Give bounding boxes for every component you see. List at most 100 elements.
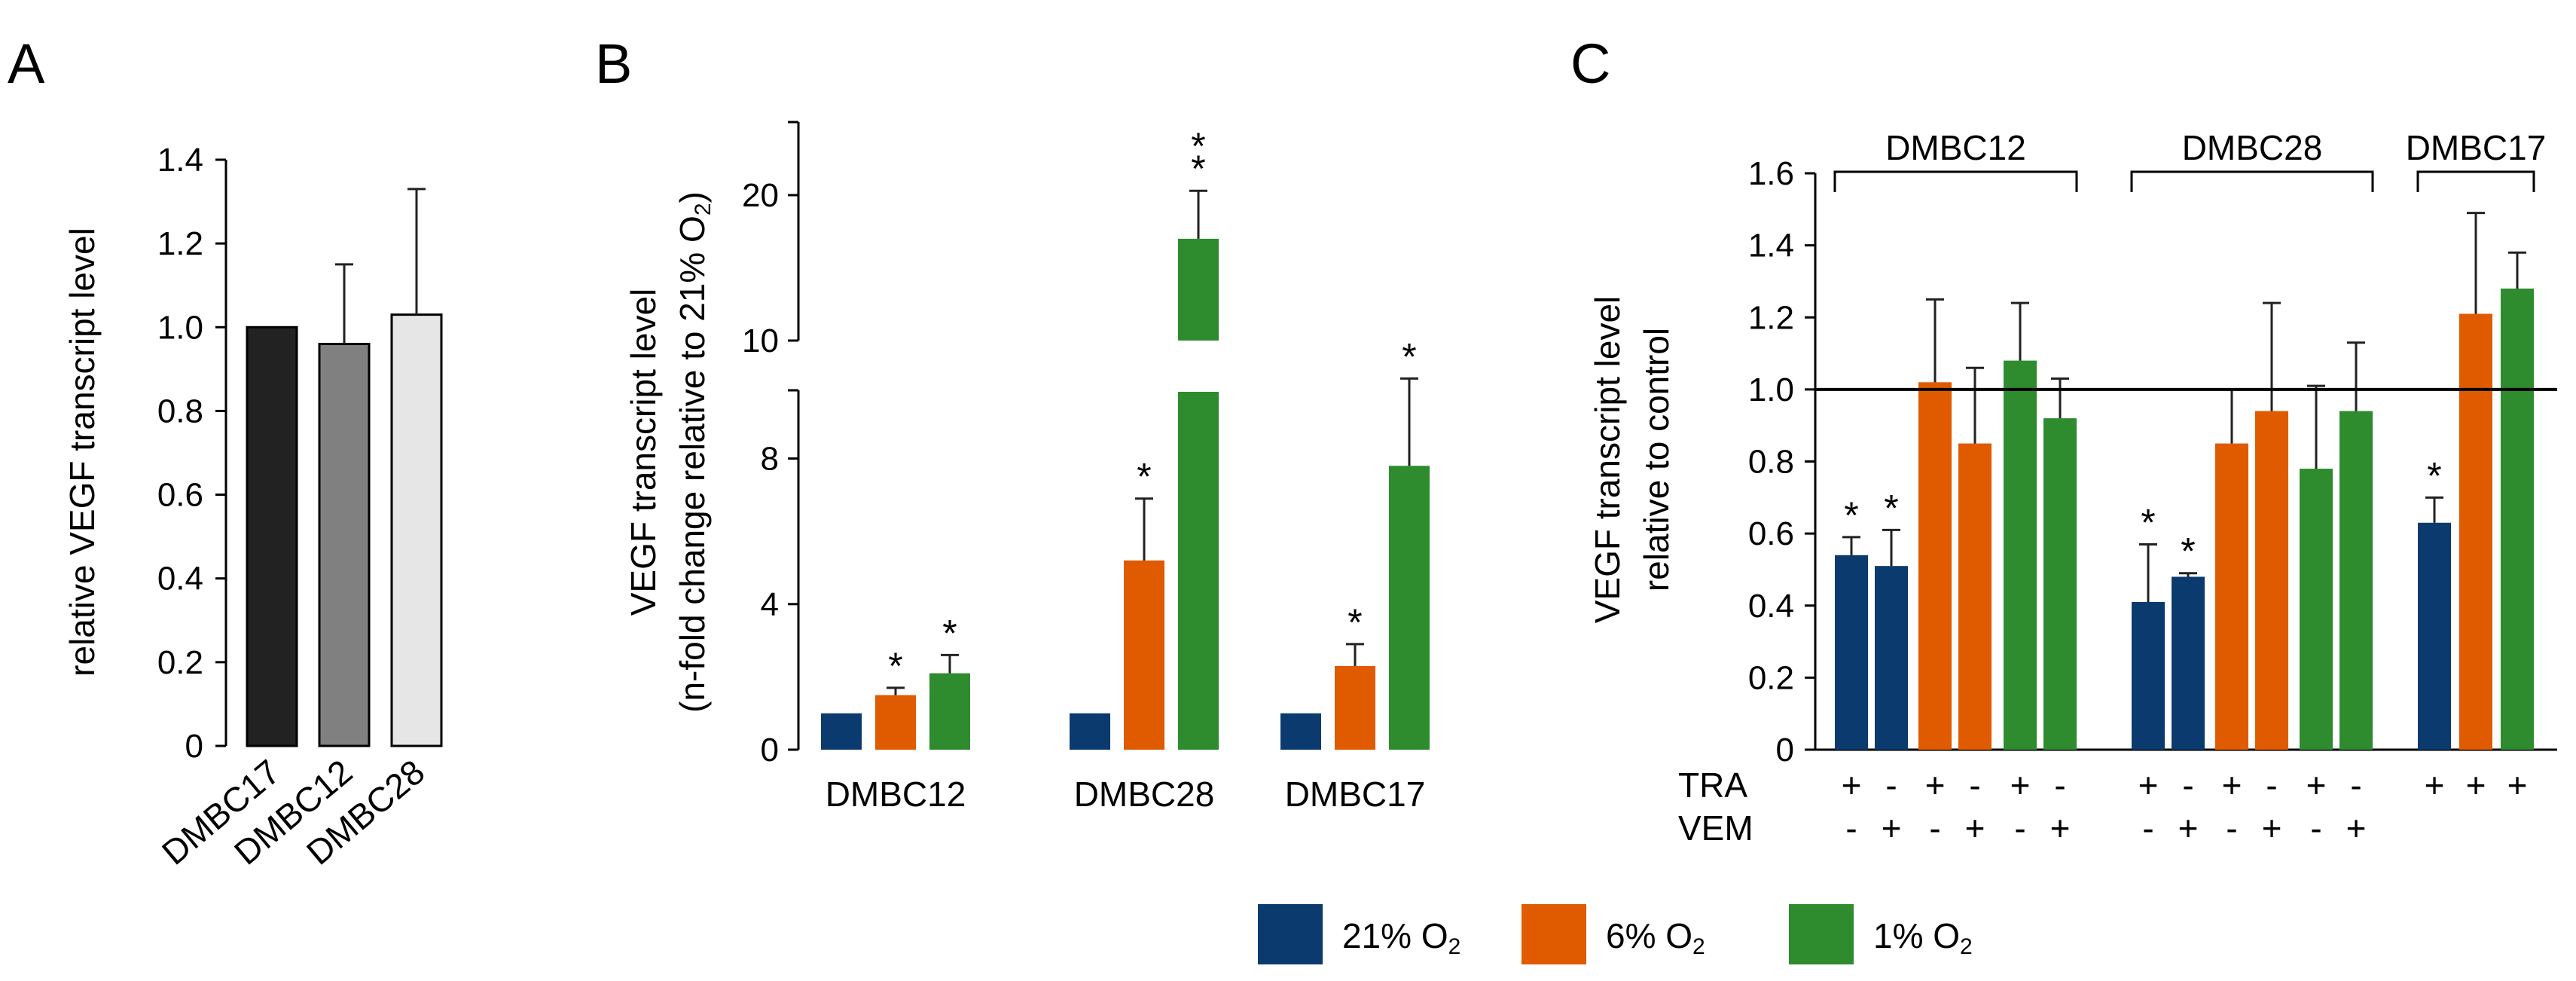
tra-sign: + [2507, 766, 2528, 805]
bar-lower [1178, 392, 1219, 750]
tra-sign: - [2266, 766, 2277, 805]
vem-sign: + [2262, 808, 2282, 848]
bar [1280, 713, 1321, 750]
significance-star: * [1844, 494, 1858, 536]
y-tick-label: 1.2 [157, 225, 203, 262]
bar [2215, 443, 2248, 750]
group-label: DMBC12 [1885, 128, 2026, 167]
legend-swatch [1521, 904, 1586, 964]
significance-star: * [1191, 125, 1205, 167]
bar [821, 713, 862, 750]
y-tick-label: 1.6 [1748, 155, 1794, 192]
y-tick-label: 0.8 [1748, 444, 1794, 481]
y-tick-label: 0 [1776, 732, 1794, 769]
bar [2172, 576, 2205, 750]
group-bracket [2130, 170, 2374, 192]
significance-star: * [2141, 501, 2155, 543]
y-axis-title-line2: relative to control [1637, 328, 1676, 591]
panel-c: C 0 0.2 0.4 0.6 0.8 1.0 1.2 1.4 1.6 VEGF transcrip… [1570, 32, 2557, 848]
y-tick-label: 0.6 [1748, 515, 1794, 552]
y-tick-label: 10 [742, 322, 779, 359]
significance-star: * [888, 645, 902, 687]
significance-star: * [2427, 454, 2441, 497]
vem-sign: - [2142, 808, 2153, 848]
bar [1835, 555, 1868, 750]
tra-sign: - [2350, 766, 2361, 805]
tra-row-label: TRA [1678, 766, 1747, 805]
vem-sign: + [2178, 808, 2199, 848]
y-tick-label: 1.0 [157, 309, 203, 346]
bar [1389, 466, 1430, 750]
significance-star: * [1884, 487, 1898, 529]
vem-sign: + [1965, 808, 1985, 848]
significance-star: * [1137, 456, 1151, 498]
bar [1335, 665, 1375, 750]
panel-c-letter: C [1570, 32, 1610, 95]
vem-sign: + [1882, 808, 1902, 848]
bar [929, 673, 970, 750]
bar [246, 325, 298, 747]
legend-swatch [1258, 904, 1323, 964]
y-axis-title-line2: (n-fold change relative to 21% O2) [673, 191, 716, 713]
category-label: DMBC28 [1074, 775, 1215, 814]
y-tick-label: 0.4 [1748, 588, 1794, 625]
panel-b: B 0 4 8 10 20 VEGF transcript level (n-fold cha… [595, 32, 1430, 814]
bar [1070, 713, 1110, 750]
bar [1958, 443, 1992, 750]
tra-sign: + [2222, 766, 2242, 805]
bar [2255, 411, 2288, 750]
group-label: DMBC17 [2406, 128, 2547, 167]
vem-sign: - [2310, 808, 2321, 848]
bar [1918, 382, 1952, 750]
legend: 21% O2 6% O2 1% O2 [1258, 904, 1973, 964]
panel-a: A 0 0.2 0.4 0.6 0.8 1.0 1.2 1.4 relative VEGF tra… [8, 32, 443, 873]
y-tick-label: 1.4 [1748, 228, 1794, 264]
tra-sign: + [2306, 766, 2327, 805]
y-tick-label: 0 [185, 728, 203, 765]
vem-sign: - [1845, 808, 1857, 848]
category-label: DMBC17 [1285, 775, 1426, 814]
bar [1875, 566, 1908, 750]
panel-b-letter: B [595, 32, 632, 95]
tra-sign: + [2138, 766, 2159, 805]
significance-star: * [2181, 530, 2195, 573]
bar [318, 343, 371, 747]
significance-star: * [1348, 601, 1362, 643]
legend-label: 6% O2 [1606, 916, 1705, 959]
vem-sign: - [2226, 808, 2237, 848]
y-tick-label: 1.4 [157, 142, 203, 179]
y-tick-label: 1.0 [1748, 371, 1794, 408]
vem-sign: - [2014, 808, 2025, 848]
bar-upper [1178, 238, 1219, 341]
y-axis-title-line1: VEGF transcript level [1588, 296, 1627, 624]
legend-swatch [1789, 904, 1854, 964]
y-tick-label: 0.4 [157, 561, 203, 597]
bar [2132, 601, 2165, 750]
y-tick-label: 0.8 [157, 393, 203, 429]
bar [2004, 360, 2037, 750]
significance-star: * [1402, 335, 1416, 377]
significance-star: * [942, 612, 957, 654]
y-tick-label: 0.6 [157, 477, 203, 514]
bar [2459, 313, 2492, 750]
y-axis-title-line1: VEGF transcript level [624, 289, 663, 616]
category-label: DMBC12 [826, 775, 966, 814]
legend-label: 1% O2 [1873, 916, 1973, 959]
vem-sign: + [2346, 808, 2367, 848]
tra-sign: - [1969, 766, 1980, 805]
bar [2501, 289, 2534, 750]
y-tick-label: 1.2 [1748, 299, 1794, 336]
y-axis-title: relative VEGF transcript level [63, 228, 102, 677]
group-label: DMBC28 [2182, 128, 2323, 167]
tra-sign: + [1842, 766, 1862, 805]
vem-sign: - [1929, 808, 1940, 848]
bar [2043, 418, 2077, 750]
y-tick-label: 0 [761, 732, 779, 769]
bar [2418, 522, 2451, 750]
bar [1124, 560, 1164, 750]
bar [2339, 411, 2373, 750]
bar [390, 313, 443, 747]
tra-sign: - [2182, 766, 2193, 805]
y-tick-label: 20 [742, 177, 779, 214]
